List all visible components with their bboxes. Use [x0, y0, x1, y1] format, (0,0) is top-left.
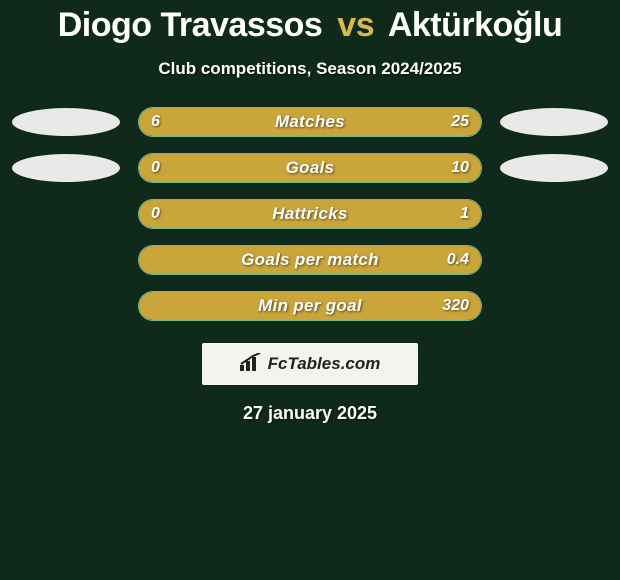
- logo-card: FcTables.com: [202, 343, 418, 385]
- stat-row: Goals per match0.4: [0, 245, 620, 275]
- bar-value-right: 0.4: [447, 246, 469, 274]
- player2-pill: [500, 154, 608, 182]
- bar-value-right: 25: [451, 108, 469, 136]
- bars-icon: [240, 353, 262, 376]
- stat-bar: Hattricks0 1: [138, 199, 482, 229]
- bar-value-left: 6: [151, 108, 160, 136]
- vs-word: vs: [337, 6, 374, 44]
- stat-row: Hattricks0 1: [0, 199, 620, 229]
- player1-name: Diogo Travassos: [58, 6, 323, 44]
- stat-bar: Matches6 25: [138, 107, 482, 137]
- bar-label: Goals: [139, 154, 481, 182]
- stat-bar: Min per goal320: [138, 291, 482, 321]
- bar-label: Hattricks: [139, 200, 481, 228]
- bar-value-left: 0: [151, 154, 160, 182]
- bar-value-right: 10: [451, 154, 469, 182]
- bar-value-right: 320: [442, 292, 469, 320]
- bar-label: Goals per match: [139, 246, 481, 274]
- player1-pill: [12, 154, 120, 182]
- bar-value-right: 1: [460, 200, 469, 228]
- subtitle: Club competitions, Season 2024/2025: [0, 59, 620, 79]
- date-text: 27 january 2025: [0, 403, 620, 424]
- bar-label: Min per goal: [139, 292, 481, 320]
- logo-text: FcTables.com: [268, 354, 381, 374]
- bar-label: Matches: [139, 108, 481, 136]
- player2-name: Aktürkoğlu: [388, 6, 562, 44]
- stat-bar: Goals per match0.4: [138, 245, 482, 275]
- stat-bar: Goals0 10: [138, 153, 482, 183]
- page-title: Diogo Travassos vs Aktürkoğlu: [0, 0, 620, 45]
- stat-row: Min per goal320: [0, 291, 620, 321]
- player1-pill: [12, 108, 120, 136]
- comparison-card: Diogo Travassos vs Aktürkoğlu Club compe…: [0, 0, 620, 580]
- player2-pill: [500, 108, 608, 136]
- bar-value-left: 0: [151, 200, 160, 228]
- stat-row: Matches6 25: [0, 107, 620, 137]
- stat-row: Goals0 10: [0, 153, 620, 183]
- stats-rows: Matches625Goals010Hattricks01Goals per m…: [0, 107, 620, 321]
